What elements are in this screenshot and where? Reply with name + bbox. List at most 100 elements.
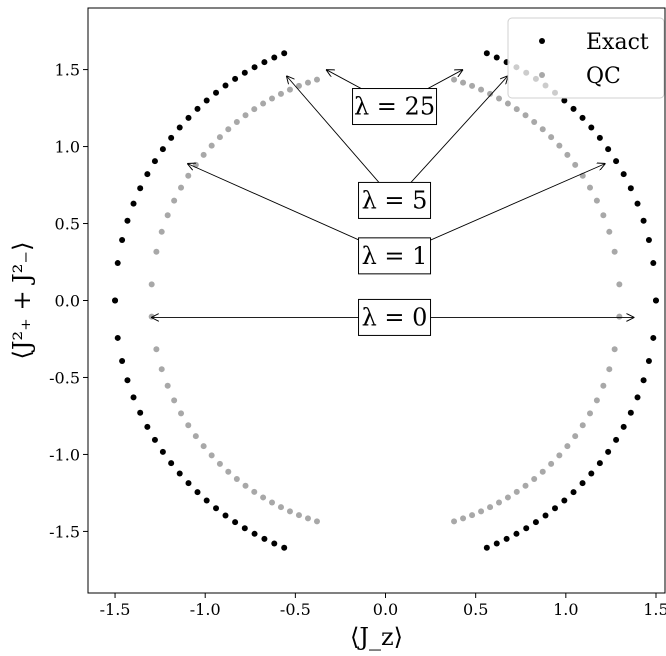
data-point <box>523 525 530 532</box>
data-point <box>650 260 657 267</box>
annotation-label: λ = 25 <box>354 93 435 121</box>
data-points <box>112 50 659 551</box>
data-point <box>503 535 510 542</box>
data-point <box>164 212 171 219</box>
data-point <box>178 410 185 417</box>
data-point <box>304 79 311 86</box>
data-point <box>185 172 192 179</box>
data-point <box>137 409 144 416</box>
x-tick-label: -1.5 <box>100 600 131 619</box>
data-point <box>531 118 538 125</box>
data-point <box>130 394 137 401</box>
annotation-arrow <box>286 76 395 201</box>
data-point <box>148 281 155 288</box>
data-point <box>151 158 158 165</box>
data-point <box>277 90 284 97</box>
annotation-box <box>358 237 432 275</box>
annotation-label: λ = 5 <box>362 186 428 214</box>
data-point <box>277 504 284 511</box>
data-point <box>613 158 620 165</box>
data-point <box>504 494 511 501</box>
data-point <box>564 443 571 450</box>
legend-marker <box>539 72 545 78</box>
data-point <box>478 86 485 93</box>
data-point <box>652 297 659 304</box>
data-point <box>539 468 546 475</box>
data-point <box>168 460 175 467</box>
data-point <box>137 185 144 192</box>
data-point <box>232 75 239 82</box>
data-point <box>178 184 185 191</box>
data-point <box>620 423 627 430</box>
data-point <box>200 443 207 450</box>
annotation-label: λ = 1 <box>362 242 428 270</box>
data-point <box>460 515 467 522</box>
data-point <box>522 112 529 119</box>
data-point <box>159 448 166 455</box>
legend-marker <box>539 38 545 44</box>
x-tick-label: -1.0 <box>190 600 221 619</box>
data-point <box>225 468 232 475</box>
data-point <box>261 59 268 66</box>
data-point <box>627 409 634 416</box>
data-point <box>613 436 620 443</box>
data-point <box>185 422 192 429</box>
data-point <box>194 105 201 112</box>
annotation-box <box>358 181 432 219</box>
data-point <box>483 50 490 57</box>
y-axis-label: ⟨J²₊ + J²₋⟩ <box>8 242 36 360</box>
data-point <box>587 410 593 417</box>
y-tick-label: 0.5 <box>55 215 80 234</box>
data-point <box>114 260 121 267</box>
x-tick-label: 0.5 <box>463 600 488 619</box>
data-point <box>640 377 647 384</box>
data-point <box>281 544 288 551</box>
data-point <box>611 248 618 255</box>
data-point <box>640 217 647 224</box>
data-point <box>119 237 126 244</box>
data-point <box>634 200 641 207</box>
data-point <box>286 508 293 515</box>
data-point <box>600 212 607 219</box>
data-point <box>222 512 229 519</box>
data-point <box>496 499 503 506</box>
data-point <box>112 297 119 304</box>
x-axis: -1.5 -1.0 -0.5 0.0 0.5 1.0 1.5 <box>100 593 666 619</box>
data-point <box>232 519 239 526</box>
data-point <box>564 151 571 158</box>
data-point <box>194 489 201 496</box>
annotation-label: λ = 0 <box>362 303 428 331</box>
data-point <box>572 161 579 168</box>
data-point <box>260 494 267 501</box>
data-point <box>587 184 593 191</box>
data-point <box>269 499 276 506</box>
data-point <box>561 497 568 504</box>
data-point <box>561 97 568 104</box>
data-point <box>513 106 520 113</box>
data-point <box>645 237 652 244</box>
data-point <box>164 382 171 389</box>
data-point <box>153 346 160 353</box>
data-point <box>588 124 595 131</box>
data-point <box>593 397 600 404</box>
data-point <box>579 114 586 121</box>
data-point <box>478 508 485 515</box>
data-point <box>158 366 165 373</box>
data-point <box>469 82 476 89</box>
data-point <box>616 281 623 288</box>
data-point <box>596 134 603 141</box>
data-point <box>261 535 268 542</box>
data-point <box>605 146 612 153</box>
data-point <box>159 146 166 153</box>
data-point <box>281 50 288 57</box>
data-point <box>251 530 258 537</box>
data-point <box>242 112 249 119</box>
x-tick-label: 1.0 <box>553 600 578 619</box>
x-tick-label: 1.5 <box>643 600 666 619</box>
data-point <box>469 512 476 519</box>
data-point <box>548 134 555 141</box>
data-point <box>493 54 500 61</box>
data-point <box>451 518 458 525</box>
data-point <box>124 217 131 224</box>
data-point <box>153 248 160 255</box>
